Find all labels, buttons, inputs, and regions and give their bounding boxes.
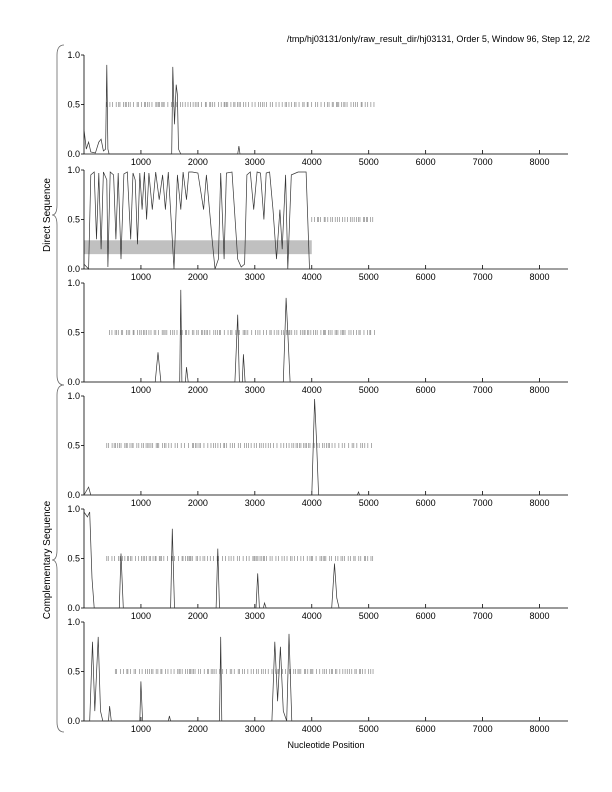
x-tick-label: 4000 — [302, 385, 322, 395]
y-tick-label: 1.0 — [67, 504, 80, 514]
panel-6: 0.0 0.5 1.0 1000 2000 3000 4000 5000 6000 7000 800… — [67, 617, 568, 734]
y-tick-label: 0.5 — [67, 554, 80, 564]
x-tick-label: 7000 — [473, 272, 493, 282]
x-tick-label: 3000 — [245, 724, 265, 734]
x-tick-label: 8000 — [530, 724, 550, 734]
x-tick-label: 6000 — [416, 724, 436, 734]
y-tick-label: 1.0 — [67, 278, 80, 288]
x-tick-label: 2000 — [188, 385, 208, 395]
x-tick-label: 4000 — [302, 611, 322, 621]
x-tick-label: 1000 — [131, 272, 151, 282]
x-tick-label: 2000 — [188, 498, 208, 508]
x-tick-label: 3000 — [245, 498, 265, 508]
x-tick-label: 8000 — [530, 272, 550, 282]
panel-1: 0.0 0.5 1.0 1000 2000 3000 4000 5000 6000 7000 800… — [67, 50, 568, 167]
y-tick-label: 0.0 — [67, 603, 80, 613]
series-line — [84, 633, 568, 722]
x-tick-label: 3000 — [245, 385, 265, 395]
x-tick-label: 2000 — [188, 157, 208, 167]
x-tick-label: 6000 — [416, 498, 436, 508]
x-tick-label: 7000 — [473, 157, 493, 167]
panel-3: 0.0 0.5 1.0 1000 2000 3000 4000 5000 6000 7000 800… — [67, 278, 568, 395]
x-tick-label: 5000 — [359, 272, 379, 282]
series-line — [83, 398, 568, 496]
series-line — [83, 511, 568, 609]
panel-2: 0.0 0.5 1.0 1000 2000 3000 4000 5000 6000 7000 800… — [67, 165, 568, 282]
x-tick-label: 1000 — [131, 498, 151, 508]
x-axis-label: Nucleotide Position — [287, 740, 364, 750]
y-tick-label: 0.5 — [67, 441, 80, 451]
brace-direct — [51, 44, 65, 386]
x-tick-label: 6000 — [416, 157, 436, 167]
x-tick-label: 5000 — [359, 157, 379, 167]
x-tick-label: 7000 — [473, 498, 493, 508]
x-tick-label: 5000 — [359, 385, 379, 395]
x-tick-label: 7000 — [473, 611, 493, 621]
x-tick-label: 1000 — [131, 385, 151, 395]
x-tick-label: 6000 — [416, 272, 436, 282]
y-tick-label: 1.0 — [67, 617, 80, 627]
x-tick-label: 4000 — [302, 157, 322, 167]
group-label-direct: Direct Sequence — [42, 178, 53, 252]
x-tick-label: 4000 — [302, 724, 322, 734]
brace-complementary — [51, 384, 65, 733]
series-line — [83, 171, 312, 270]
y-tick-label: 1.0 — [67, 50, 80, 60]
x-tick-label: 6000 — [416, 385, 436, 395]
y-tick-label: 0.5 — [67, 667, 80, 677]
y-tick-label: 0.5 — [67, 100, 80, 110]
x-tick-label: 5000 — [359, 611, 379, 621]
panel-4: 0.0 0.5 1.0 1000 2000 3000 4000 5000 6000 7000 800… — [67, 391, 568, 508]
panel-5: 0.0 0.5 1.0 1000 2000 3000 4000 5000 6000 7000 800… — [67, 504, 568, 621]
y-tick-label: 1.0 — [67, 165, 80, 175]
x-tick-label: 7000 — [473, 385, 493, 395]
x-tick-label: 8000 — [530, 157, 550, 167]
threshold-band — [84, 240, 312, 255]
y-tick-label: 0.0 — [67, 264, 80, 274]
y-tick-label: 0.0 — [67, 377, 80, 387]
y-tick-label: 0.5 — [67, 328, 80, 338]
x-tick-label: 7000 — [473, 724, 493, 734]
y-tick-label: 0.0 — [67, 490, 80, 500]
x-tick-label: 5000 — [359, 724, 379, 734]
group-label-complementary: Complementary Sequence — [42, 500, 53, 619]
chart-title: /tmp/hj03131/only/raw_result_dir/hj03131… — [287, 34, 590, 44]
y-tick-label: 0.5 — [67, 215, 80, 225]
x-tick-label: 1000 — [131, 157, 151, 167]
x-tick-label: 2000 — [188, 611, 208, 621]
x-tick-label: 2000 — [188, 272, 208, 282]
y-tick-label: 0.0 — [67, 149, 80, 159]
x-tick-label: 2000 — [188, 724, 208, 734]
series-line — [84, 289, 568, 383]
x-tick-label: 1000 — [131, 724, 151, 734]
series-line — [83, 64, 568, 155]
x-tick-label: 3000 — [245, 157, 265, 167]
x-tick-label: 3000 — [245, 611, 265, 621]
y-tick-label: 0.0 — [67, 716, 80, 726]
x-tick-label: 8000 — [530, 611, 550, 621]
y-tick-label: 1.0 — [67, 391, 80, 401]
x-tick-label: 4000 — [302, 498, 322, 508]
x-tick-label: 8000 — [530, 498, 550, 508]
x-tick-label: 3000 — [245, 272, 265, 282]
x-tick-label: 6000 — [416, 611, 436, 621]
x-tick-label: 4000 — [302, 272, 322, 282]
x-tick-label: 8000 — [530, 385, 550, 395]
x-tick-label: 5000 — [359, 498, 379, 508]
x-tick-label: 1000 — [131, 611, 151, 621]
